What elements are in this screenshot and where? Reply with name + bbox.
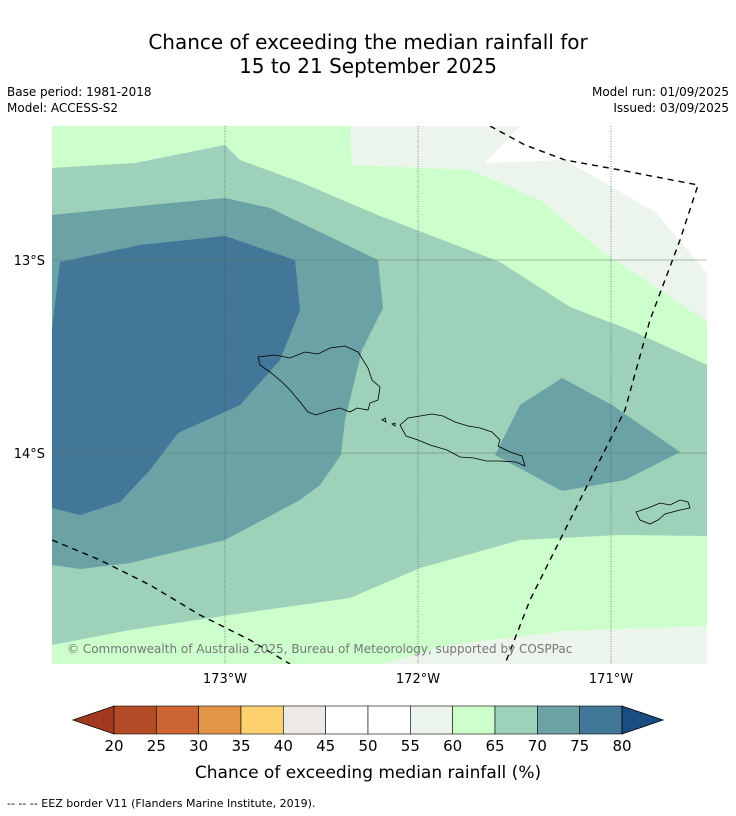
colorbar-extend-low — [71, 705, 115, 735]
colorbar-segment — [579, 705, 623, 735]
colorbar-tick-label: 40 — [274, 737, 293, 755]
colorbar-tick-label: 30 — [189, 737, 208, 755]
lat-label-13s: 13°S — [14, 254, 45, 269]
colorbar-segment — [537, 705, 580, 735]
colorbar-segment — [113, 705, 157, 735]
issued-date: Issued: 03/09/2025 — [613, 101, 729, 115]
graticule — [224, 126, 612, 664]
savaii-island — [257, 345, 381, 416]
lon-label-171w: 171°W — [589, 672, 633, 687]
colorbar-tick-label: 75 — [570, 737, 589, 755]
lon-label-173w: 173°W — [203, 672, 247, 687]
title-line-2: 15 to 21 September 2025 — [239, 54, 497, 78]
colorbar-tick-label: 20 — [104, 737, 123, 755]
colorbar-segment — [198, 705, 242, 735]
band-75-80 — [52, 236, 300, 515]
map-title: Chance of exceeding the median rainfall … — [0, 30, 736, 78]
colorbar-tick-label: 55 — [401, 737, 420, 755]
axis-labels: 13°S 14°S 173°W 172°W 171°W — [14, 254, 634, 687]
colorbar-tick-label: 60 — [443, 737, 462, 755]
lon-label-172w: 172°W — [396, 672, 440, 687]
colorbar-segment — [325, 705, 369, 735]
colorbar-tick-label: 35 — [231, 737, 250, 755]
contour-layer: © Commonwealth of Australia 2025, Bureau… — [52, 126, 707, 664]
colorbar-tick-label: 80 — [612, 737, 631, 755]
colorbar-label: Chance of exceeding median rainfall (%) — [195, 763, 541, 783]
colorbar-segment — [156, 705, 199, 735]
colorbar-tick-label: 45 — [316, 737, 335, 755]
band-50-55-north — [485, 126, 707, 273]
colorbar-tick-label: 65 — [485, 737, 504, 755]
colorbar-tick-label: 50 — [358, 737, 377, 755]
tutuila-island — [635, 499, 691, 525]
lat-label-14s: 14°S — [14, 447, 45, 462]
colorbar-segment — [240, 705, 284, 735]
model-run: Model run: 01/09/2025 — [591, 85, 729, 99]
eez-border-south — [52, 539, 291, 664]
meta-right: Model run: 01/09/2025 Issued: 03/09/2025 — [592, 84, 729, 116]
colorbar-segment — [283, 705, 326, 735]
band-55-60-south — [52, 626, 707, 664]
colorbar-segment — [452, 705, 496, 735]
band-70-75-east — [495, 378, 680, 491]
parallels — [52, 259, 707, 454]
colorbar-tick-label: 70 — [528, 737, 547, 755]
colorbar-segment — [494, 705, 538, 735]
meta-left: Base period: 1981-2018 Model: ACCESS-S2 — [7, 84, 152, 116]
colorbar-extend-high — [621, 705, 665, 735]
colorbar-segment — [410, 705, 453, 735]
copyright-notice: © Commonwealth of Australia 2025, Bureau… — [67, 642, 572, 656]
title-line-1: Chance of exceeding the median rainfall … — [148, 30, 588, 54]
eez-note: -- -- -- EEZ border V11 (Flanders Marine… — [7, 797, 316, 810]
upolu-island — [399, 413, 526, 467]
colorbar-segment — [367, 705, 411, 735]
base-period: Base period: 1981-2018 — [7, 85, 152, 99]
apolima-manono — [381, 417, 396, 427]
coastlines — [257, 345, 691, 525]
colorbar: 20 25 30 35 40 45 50 55 60 65 70 75 80 — [71, 705, 665, 755]
colorbar-tick-label: 25 — [147, 737, 166, 755]
model-name: Model: ACCESS-S2 — [7, 101, 119, 115]
eez-border — [52, 126, 699, 664]
